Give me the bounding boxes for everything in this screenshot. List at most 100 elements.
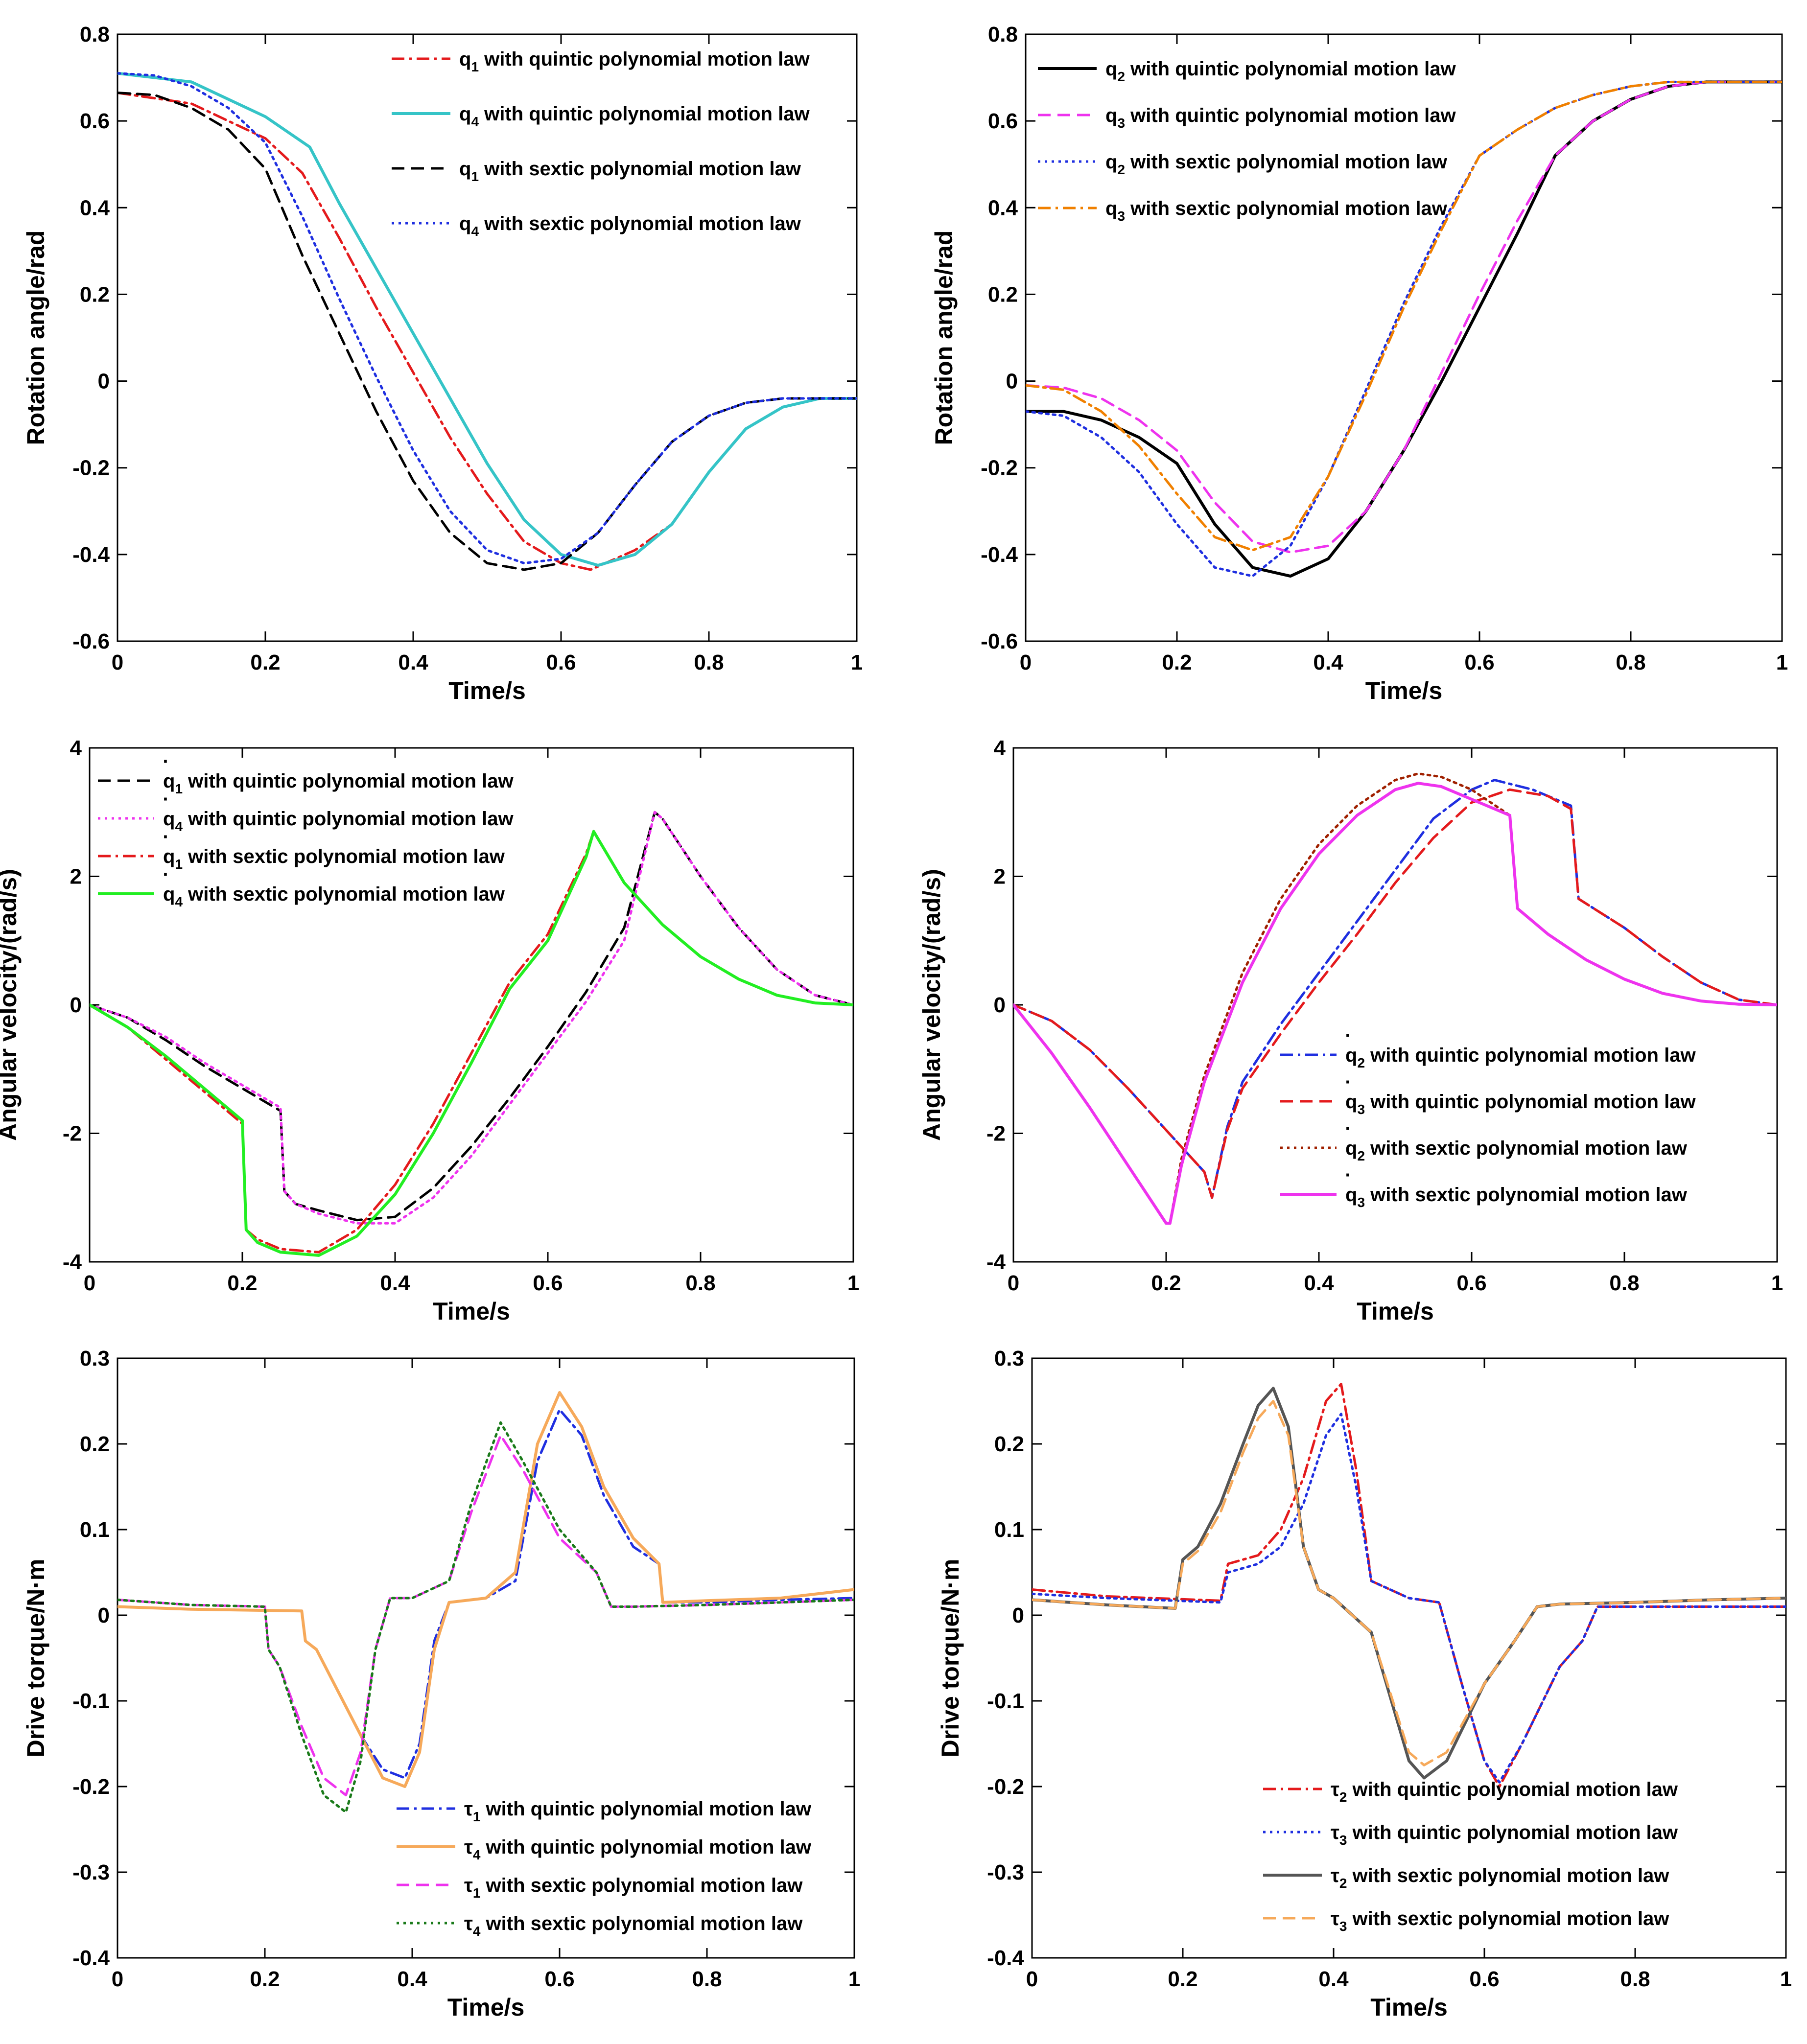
chart-p2: 0 0.2 0.4 0.6 0.8 1 -0.6 -0.4 -0.2 0 0.2 0.4 0.6 0.8 T… (930, 23, 1788, 704)
legend-subscript: 2 (1117, 69, 1125, 84)
legend-label: q2 with quintic polynomial motion law (1345, 1045, 1696, 1070)
legend-subscript: 1 (471, 169, 479, 184)
y-tick-label: 0.1 (994, 1518, 1024, 1542)
legend: q1 with quintic polynomial motion law q4 … (392, 48, 810, 239)
legend: τ1 with quintic polynomial motion law τ4 … (397, 1798, 812, 1939)
legend-dot: · (163, 826, 169, 848)
legend: q2 with quintic polynomial motion law ·q3… (1280, 1025, 1696, 1210)
legend-dot: · (1345, 1118, 1351, 1139)
legend-subscript: 2 (1339, 1789, 1347, 1805)
series-line (1013, 782, 1777, 1225)
x-tick-label: 1 (1776, 650, 1788, 674)
y-tick-label: -0.3 (987, 1860, 1024, 1884)
legend-label: τ3 with sextic polynomial motion law (1331, 1908, 1669, 1934)
y-tick-label: 0.8 (988, 23, 1018, 46)
x-tick-label: 0.2 (250, 1967, 280, 1991)
y-tick-label: -0.6 (981, 629, 1018, 653)
y-tick-label: 0 (1012, 1603, 1024, 1627)
legend-label: q4 with quintic polynomial motion law (163, 808, 514, 834)
y-tick-label: 0.6 (988, 109, 1018, 133)
legend-rest: with sextic polynomial motion law (1347, 1865, 1669, 1886)
series-line (1013, 788, 1777, 1199)
legend-symbol: τ (1331, 1908, 1339, 1929)
x-tick-label: 1 (848, 1967, 860, 1991)
legend-rest: with sextic polynomial motion law (1365, 1138, 1688, 1159)
plot-area (117, 33, 858, 642)
y-tick-label: 0.8 (80, 23, 110, 46)
legend-rest: with quintic polynomial motion law (1125, 58, 1456, 80)
legend-subscript: 1 (473, 1809, 481, 1824)
legend-subscript: 4 (471, 114, 479, 129)
legend-symbol: q (1345, 1045, 1357, 1066)
x-axis-title: Time/s (448, 677, 526, 704)
x-tick-label: 0.8 (1609, 1271, 1639, 1295)
legend-subscript: 3 (1339, 1919, 1347, 1934)
legend-label: τ2 with sextic polynomial motion law (1331, 1865, 1669, 1891)
chart-p4: 0 0.2 0.4 0.6 0.8 1 -4 -2 0 2 4 Time/s Angular veloc… (918, 736, 1783, 1325)
y-tick-label: -0.6 (72, 629, 110, 653)
y-tick-label: -0.2 (72, 1775, 110, 1799)
x-tick-label: 0.2 (1168, 1967, 1197, 1991)
legend-subscript: 4 (471, 224, 479, 239)
x-tick-label: 0 (1020, 650, 1032, 674)
y-tick-label: 0.4 (80, 196, 110, 220)
x-tick-label: 0 (112, 1967, 123, 1991)
series-line (90, 811, 853, 1225)
legend-rest: with sextic polynomial motion law (1125, 151, 1448, 173)
legend-label: q1 with quintic polynomial motion law (459, 48, 810, 74)
plot-area (1012, 747, 1778, 1263)
y-axis-title: Drive torque/N·m (937, 1559, 964, 1758)
legend-subscript: 1 (473, 1885, 481, 1901)
y-tick-label: 0.2 (80, 1432, 110, 1456)
x-tick-label: 0.8 (1616, 650, 1645, 674)
legend-symbol: q (459, 213, 471, 234)
x-tick-label: 1 (847, 1271, 859, 1295)
legend-label: q3 with quintic polynomial motion law (1345, 1091, 1696, 1117)
y-tick-label: 4 (70, 736, 82, 760)
plot-area (1025, 33, 1783, 642)
x-tick-label: 0 (1026, 1967, 1038, 1991)
y-tick-label: -0.2 (981, 456, 1018, 480)
legend-label: q4 with sextic polynomial motion law (459, 213, 801, 239)
x-tick-label: 0.4 (380, 1271, 410, 1295)
x-tick-label: 1 (1780, 1967, 1792, 1991)
plot-area (1031, 1357, 1787, 1959)
y-axis-title: Drive torque/N·m (22, 1559, 49, 1758)
x-tick-label: 0.4 (1318, 1967, 1349, 1991)
chart-p3: 0 0.2 0.4 0.6 0.8 1 -4 -2 0 2 4 Time/s Angular veloc… (0, 736, 859, 1325)
legend-rest: with quintic polynomial motion law (183, 808, 514, 830)
series-line (1032, 1413, 1786, 1784)
y-tick-label: 0.2 (80, 282, 110, 306)
x-tick-label: 0.2 (227, 1271, 257, 1295)
x-tick-label: 0.2 (1151, 1271, 1181, 1295)
legend-label: τ4 with quintic polynomial motion law (464, 1836, 812, 1862)
y-tick-label: 0.2 (988, 282, 1018, 306)
legend-rest: with quintic polynomial motion law (1125, 105, 1456, 126)
legend-symbol: q (163, 808, 175, 830)
series-line (117, 72, 857, 565)
plot-area (89, 747, 854, 1263)
x-tick-label: 1 (1771, 1271, 1783, 1295)
y-tick-label: -0.2 (987, 1775, 1024, 1799)
y-tick-label: -0.4 (981, 543, 1018, 567)
legend: τ2 with quintic polynomial motion lawτ3 … (1263, 1779, 1678, 1934)
series-line (1032, 1400, 1786, 1766)
x-tick-label: 0.6 (1469, 1967, 1499, 1991)
legend-label: τ2 with quintic polynomial motion law (1331, 1779, 1678, 1805)
legend-symbol: q (1105, 151, 1117, 173)
y-tick-label: 0.4 (988, 196, 1018, 220)
legend-label: q1 with sextic polynomial motion law (459, 158, 801, 184)
legend-rest: with quintic polynomial motion law (1347, 1822, 1678, 1843)
legend-rest: with quintic polynomial motion law (1365, 1091, 1696, 1113)
legend-rest: with quintic polynomial motion law (1347, 1779, 1678, 1800)
legend-subscript: 4 (175, 819, 183, 834)
x-axis-title: Time/s (1357, 1298, 1434, 1325)
legend-subscript: 1 (175, 857, 183, 872)
legend-subscript: 2 (1357, 1055, 1365, 1070)
legend-rest: with sextic polynomial motion law (183, 883, 505, 905)
series-line (1026, 80, 1782, 554)
legend-label: τ1 with quintic polynomial motion law (464, 1798, 812, 1824)
x-tick-label: 0.4 (1313, 650, 1343, 674)
legend-symbol: q (163, 883, 175, 905)
y-tick-label: -0.1 (987, 1689, 1024, 1713)
